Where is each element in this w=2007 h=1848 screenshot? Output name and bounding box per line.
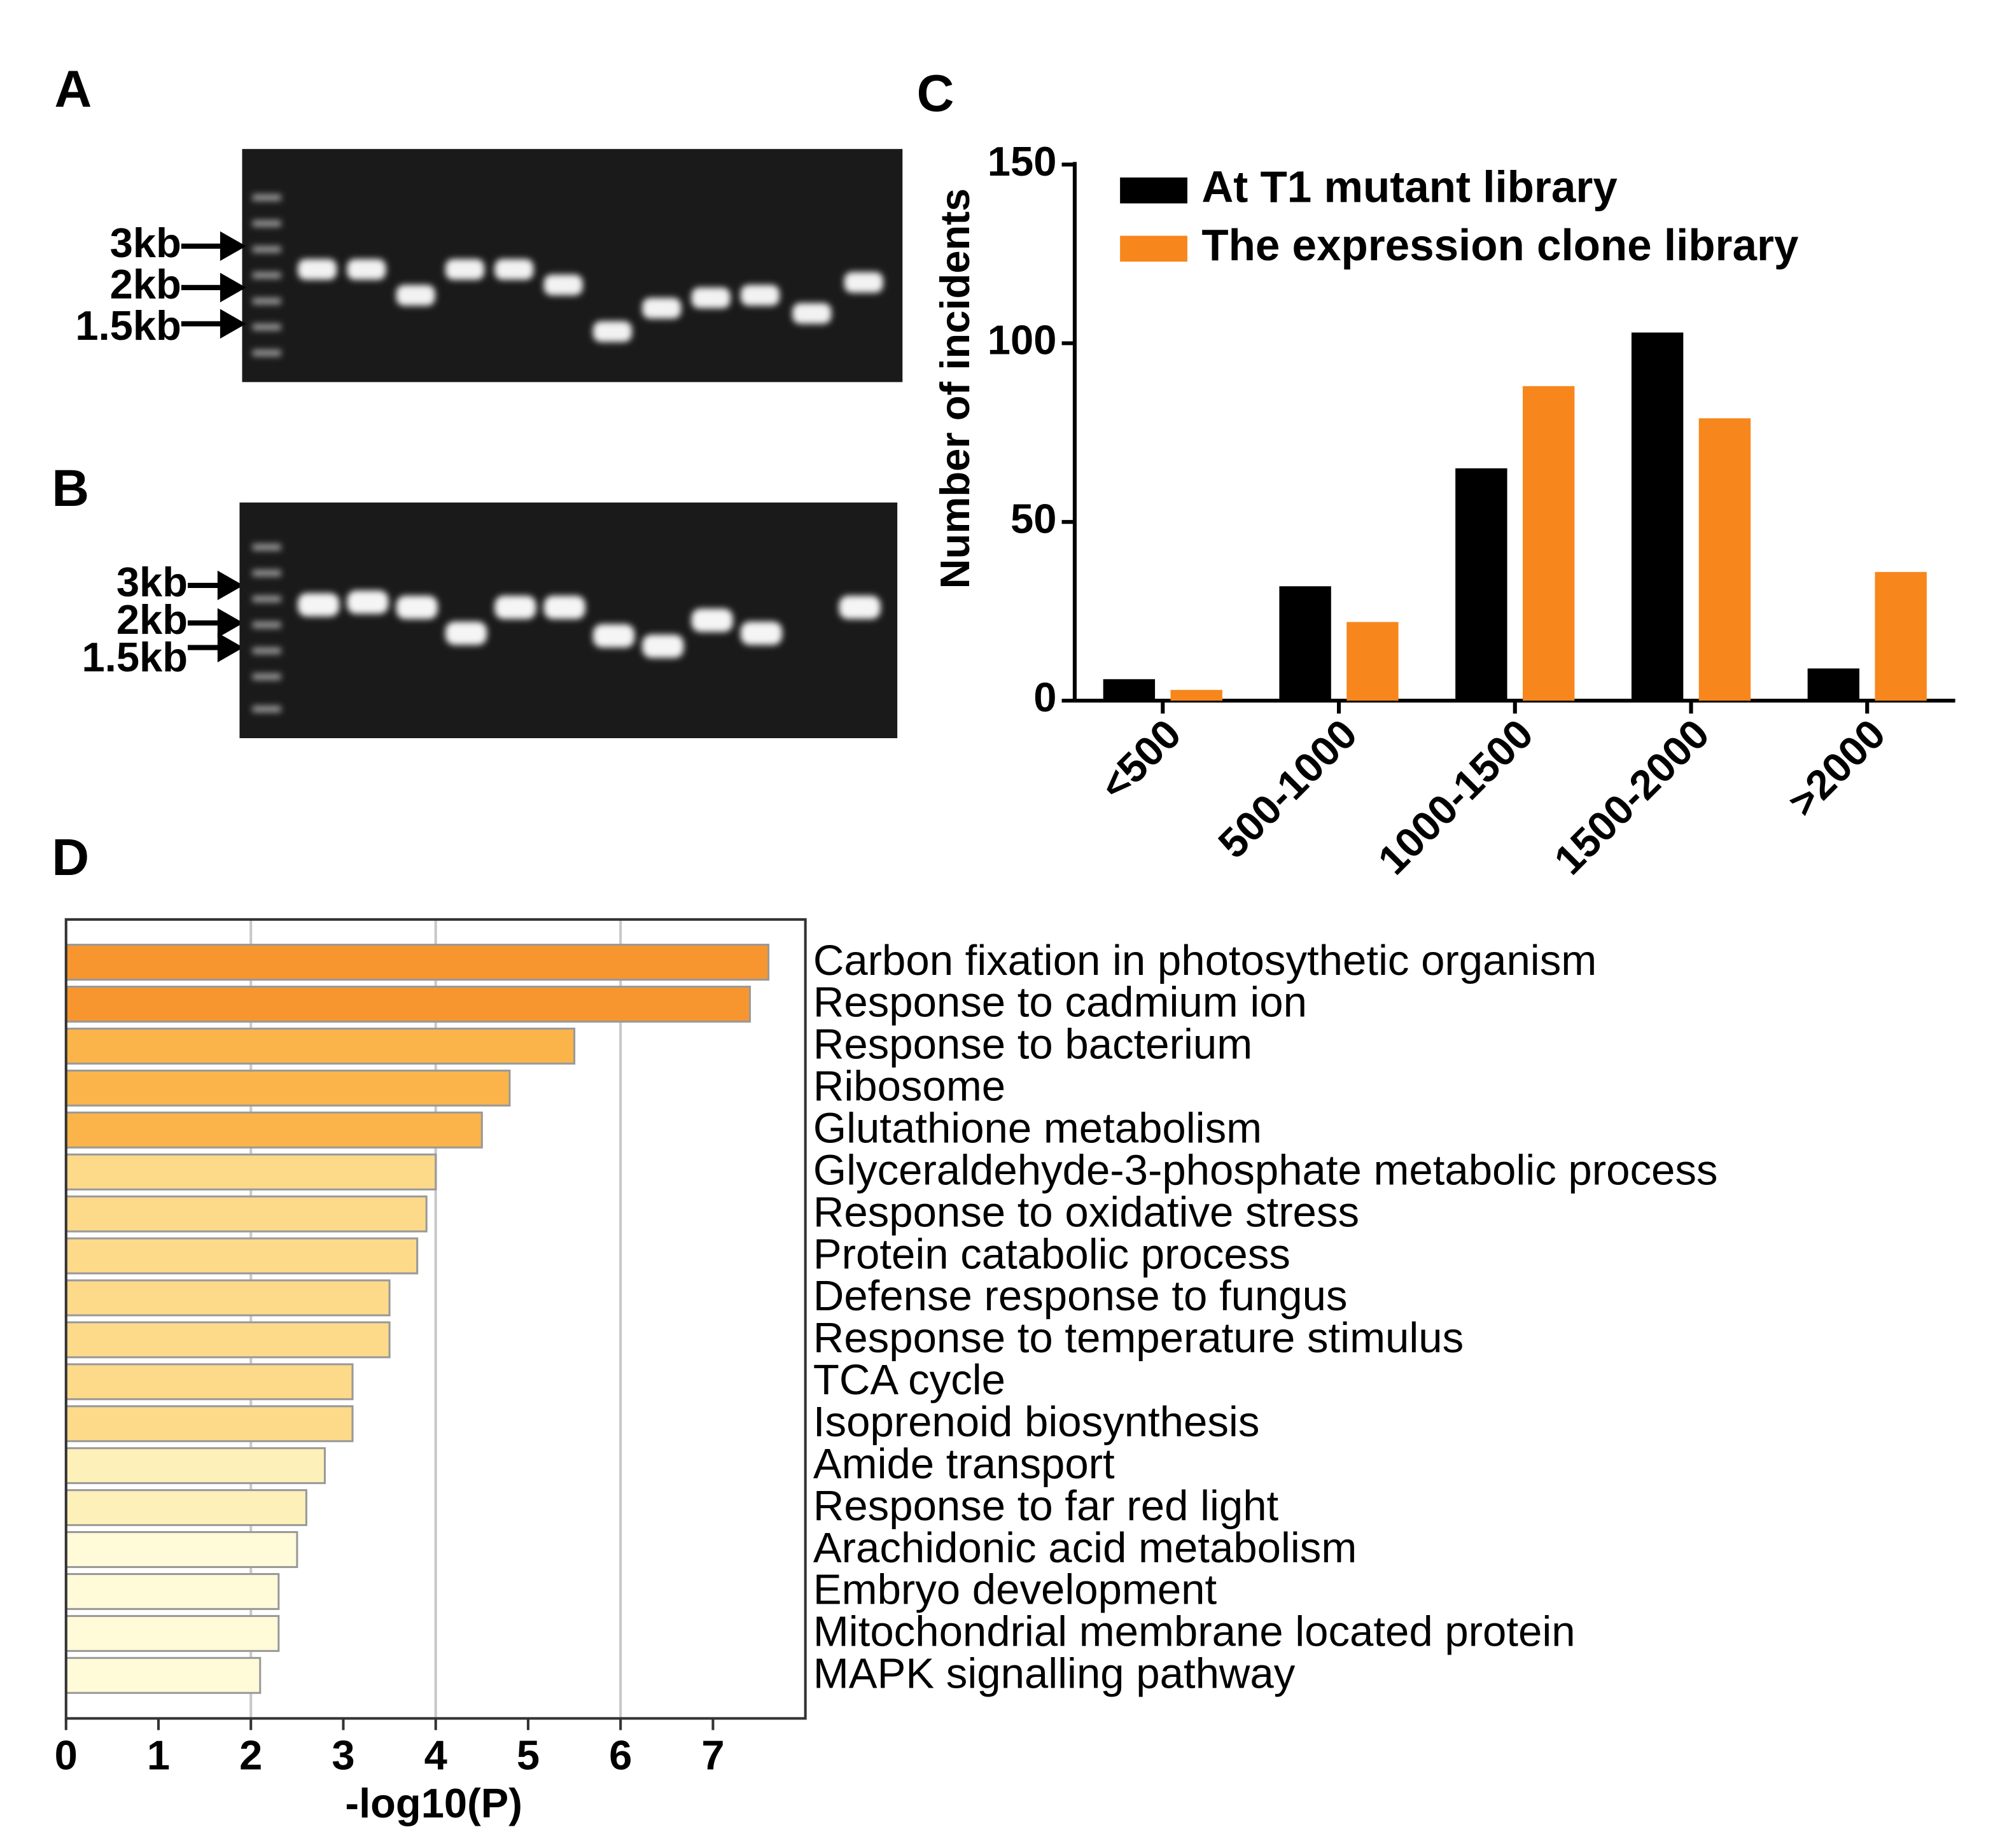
x-tick-label: 3 <box>332 1732 354 1779</box>
x-tick-label: 1500-2000 <box>1545 710 1718 883</box>
x-tick-label: 4 <box>424 1732 447 1779</box>
bar <box>65 1489 307 1527</box>
x-axis-label: -log10(P) <box>345 1780 522 1826</box>
y-tick-label: 150 <box>988 138 1057 185</box>
category-label: MAPK signalling pathway <box>813 1650 1296 1698</box>
y-tick-label: 50 <box>1010 495 1056 542</box>
bar <box>65 1195 428 1233</box>
bar <box>1631 332 1684 701</box>
bar <box>65 1405 354 1443</box>
category-label: Response to oxidative stress <box>813 1188 1359 1236</box>
legend-swatch <box>1120 235 1187 262</box>
marker-label: 3kb <box>116 559 188 605</box>
marker-label: 3kb <box>110 220 181 266</box>
legend-swatch <box>1120 177 1187 204</box>
x-tick-label: 500-1000 <box>1209 710 1366 867</box>
panel-label: B <box>52 459 89 517</box>
bar <box>1875 571 1927 701</box>
x-tick-label: 2 <box>239 1732 262 1779</box>
marker-label: 1.5kb <box>82 634 188 680</box>
x-tick-label: 7 <box>701 1732 724 1779</box>
bar <box>65 1572 280 1610</box>
bar <box>65 944 770 981</box>
panel-label: A <box>54 60 92 118</box>
gel-image <box>239 502 898 739</box>
x-tick-label: 5 <box>517 1732 540 1779</box>
bar <box>65 1656 262 1694</box>
x-tick-label: 0 <box>55 1732 78 1779</box>
category-label: Glyceraldehyde-3-phosphate metabolic pro… <box>813 1146 1718 1194</box>
x-tick-label: <500 <box>1091 710 1189 809</box>
category-label: Glutathione metabolism <box>813 1105 1262 1152</box>
bar <box>1103 679 1156 701</box>
marker-label: 2kb <box>116 596 188 643</box>
bar <box>1807 668 1860 701</box>
category-label: Defense response to fungus <box>813 1272 1348 1320</box>
legend-label: At T1 mutant library <box>1201 162 1618 212</box>
bar <box>65 1447 326 1485</box>
category-label: TCA cycle <box>813 1356 1005 1404</box>
bar <box>65 1614 280 1652</box>
x-tick-label: 1000-1500 <box>1369 710 1542 883</box>
panel-label: D <box>52 829 89 886</box>
bar <box>65 1153 437 1191</box>
category-label: Response to temperature stimulus <box>813 1314 1464 1362</box>
bar <box>65 1279 391 1317</box>
bar <box>1346 622 1399 701</box>
bar <box>1455 468 1507 701</box>
category-label: Response to far red light <box>813 1482 1279 1530</box>
marker-label: 2kb <box>110 261 181 307</box>
category-label: Isoprenoid biosynthesis <box>813 1398 1260 1446</box>
category-label: Ribosome <box>813 1063 1005 1110</box>
bar <box>1170 690 1222 701</box>
category-label: Embryo development <box>813 1566 1217 1614</box>
x-tick-label: >2000 <box>1779 710 1894 825</box>
category-label: Response to cadmium ion <box>813 979 1307 1026</box>
category-label: Amide transport <box>813 1440 1115 1488</box>
category-label: Carbon fixation in photosythetic organis… <box>813 937 1597 984</box>
x-tick-label: 1 <box>147 1732 170 1779</box>
bar <box>65 1069 511 1107</box>
bar <box>65 1321 391 1359</box>
bar <box>1698 418 1751 701</box>
bar <box>65 1027 576 1065</box>
legend-label: The expression clone library <box>1201 220 1799 270</box>
marker-label: 1.5kb <box>75 302 181 349</box>
bar <box>65 1237 419 1275</box>
category-label: Mitochondrial membrane located protein <box>813 1608 1576 1656</box>
category-label: Protein catabolic process <box>813 1230 1290 1278</box>
gel-image <box>242 149 903 382</box>
y-tick-label: 100 <box>988 317 1057 363</box>
bar <box>65 1363 354 1401</box>
arrows <box>181 231 246 662</box>
bar <box>65 985 752 1023</box>
bar <box>65 1531 298 1569</box>
bar <box>1279 586 1331 701</box>
bar <box>65 1111 483 1149</box>
panel-label: C <box>917 64 955 122</box>
y-axis-label: Number of incidents <box>932 188 978 589</box>
x-tick-label: 6 <box>609 1732 632 1779</box>
category-label: Arachidonic acid metabolism <box>813 1524 1357 1572</box>
y-tick-label: 0 <box>1033 674 1056 720</box>
bar <box>1522 386 1575 701</box>
category-label: Response to bacterium <box>813 1021 1252 1068</box>
